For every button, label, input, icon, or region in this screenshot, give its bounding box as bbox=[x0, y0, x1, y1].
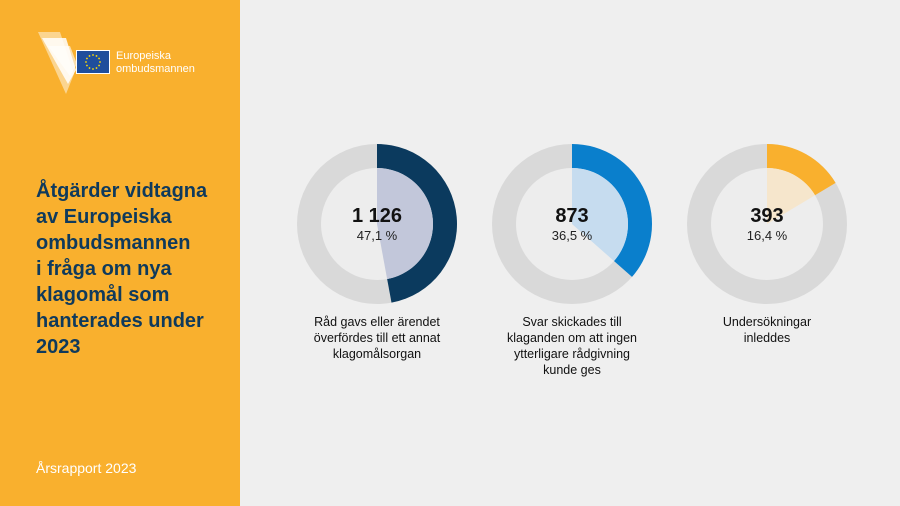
caption-line: kunde ges bbox=[543, 363, 601, 377]
caption-line: inleddes bbox=[743, 331, 791, 345]
ombudsman-logo: Europeiska ombudsmannen bbox=[36, 30, 236, 100]
donut-inner-slice bbox=[377, 168, 434, 280]
title-line: i fråga om nya bbox=[36, 258, 172, 280]
page-title: Åtgärder vidtagna av Europeiska ombudsma… bbox=[36, 178, 236, 360]
logo-text: Europeiska ombudsmannen bbox=[116, 50, 195, 76]
donut-percent-label: 36,5 % bbox=[552, 228, 593, 243]
ombudsman-logo-mark-icon bbox=[38, 32, 77, 94]
title-line: av Europeiska bbox=[36, 206, 172, 228]
donut-caption: Svar skickades till klaganden om att inge… bbox=[482, 314, 662, 378]
annual-report-label: Årsrapport 2023 bbox=[36, 460, 137, 476]
donut-caption: Undersökningar inleddes bbox=[677, 314, 857, 346]
title-line: 2023 bbox=[36, 336, 81, 358]
title-line: Åtgärder vidtagna bbox=[36, 180, 208, 202]
title-line: ombudsmannen bbox=[36, 232, 191, 254]
caption-line: klaganden om att ingen bbox=[507, 331, 637, 345]
caption-line: Råd gavs eller ärendet bbox=[314, 315, 440, 329]
donut-inner-slice bbox=[767, 168, 816, 224]
logo-line-1: Europeiska bbox=[116, 50, 172, 62]
donut-inner-slice bbox=[572, 168, 628, 262]
donut-percent-label: 47,1 % bbox=[357, 228, 398, 243]
donut-caption: Råd gavs eller ärendet överfördes till et… bbox=[287, 314, 467, 362]
title-line: hanterades under bbox=[36, 310, 204, 332]
sidebar: Europeiska ombudsmannen Åtgärder vidtagn… bbox=[0, 0, 240, 506]
eu-flag-icon bbox=[76, 50, 110, 74]
donut-value-label: 393 bbox=[750, 205, 783, 227]
caption-line: Undersökningar bbox=[722, 315, 812, 329]
donut-value-label: 1 126 bbox=[352, 205, 402, 227]
logo-line-2: ombudsmannen bbox=[116, 63, 195, 75]
caption-line: ytterligare rådgivning bbox=[513, 347, 631, 361]
caption-line: klagomålsorgan bbox=[332, 347, 422, 361]
donut-percent-label: 16,4 % bbox=[747, 228, 788, 243]
caption-line: överfördes till ett annat bbox=[313, 331, 441, 345]
title-line: klagomål som bbox=[36, 284, 170, 306]
caption-line: Svar skickades till bbox=[522, 315, 622, 329]
donut-value-label: 873 bbox=[555, 205, 588, 227]
